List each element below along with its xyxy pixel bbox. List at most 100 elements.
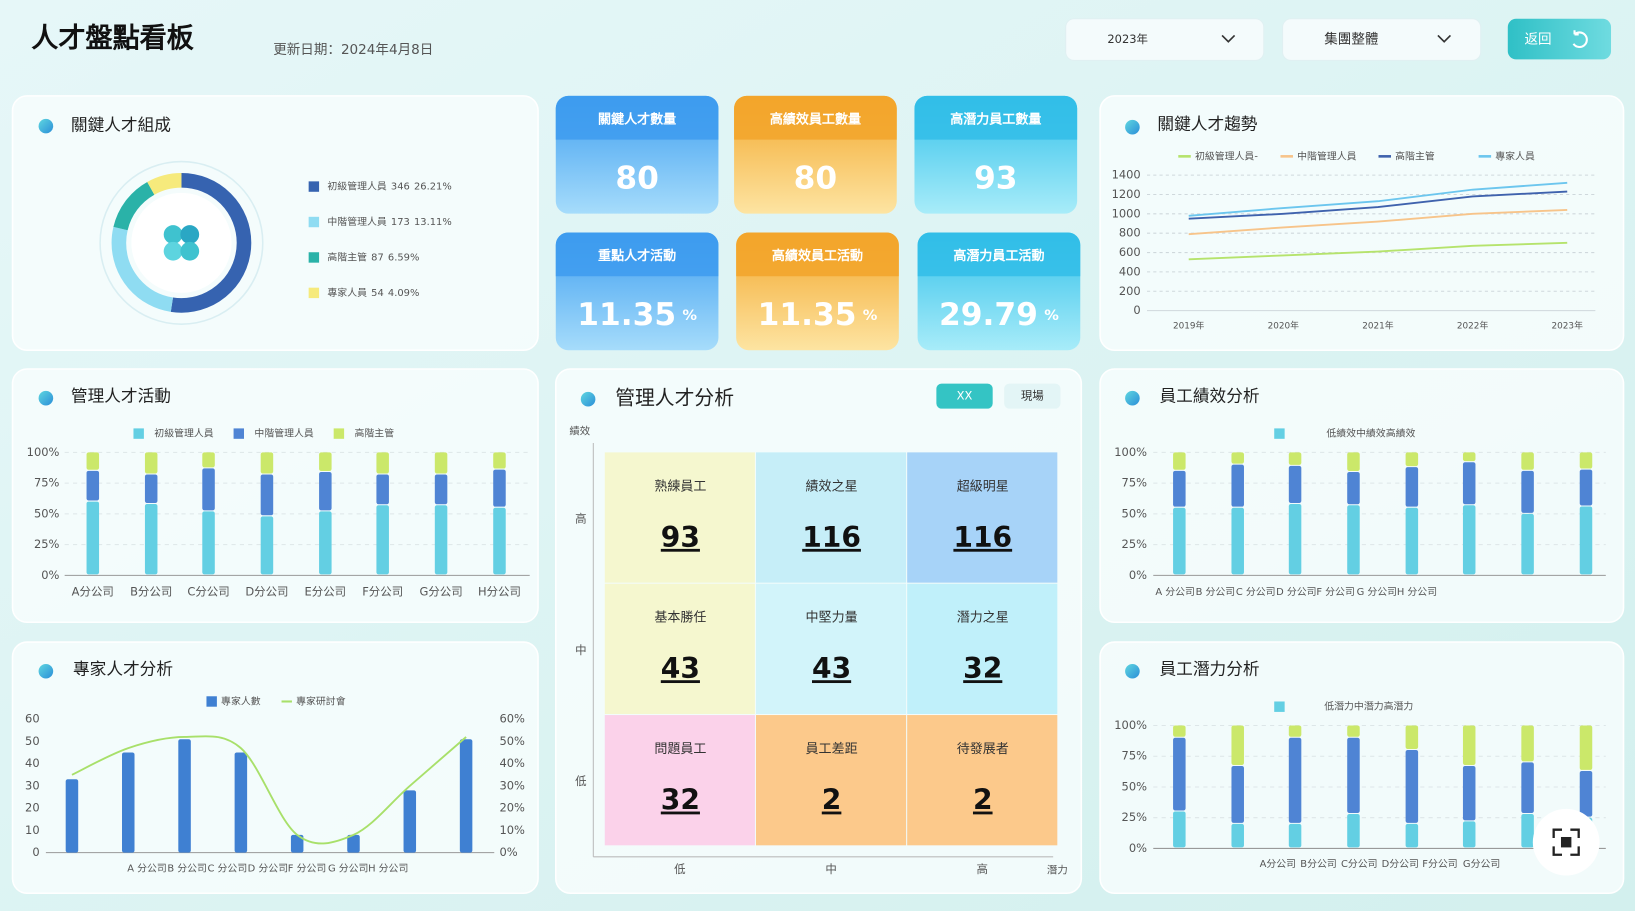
year-dropdown-text[interactable]: 2023年	[1107, 32, 1148, 46]
bar-segment	[1173, 507, 1186, 575]
legend-name: 專家人員	[327, 286, 367, 299]
cell-value: 116	[953, 521, 1012, 554]
x-tick-label: B 分公司	[1196, 586, 1236, 598]
y-tick-label: 50%	[1122, 779, 1148, 793]
y-tick-label: 1400	[1112, 168, 1141, 182]
legend-label: 專家人員	[1495, 149, 1535, 162]
bar-segment	[1173, 470, 1186, 507]
chevron[interactable]	[1221, 34, 1236, 43]
group-dropdown[interactable]	[1282, 18, 1482, 61]
bar-segment	[1347, 737, 1360, 813]
bar-segment	[1521, 762, 1534, 813]
cell-label: 熟練員工	[654, 478, 706, 494]
bar	[121, 752, 135, 853]
bar-segment	[1462, 452, 1476, 462]
cell-value: 2	[973, 784, 993, 817]
bar-segment	[1405, 452, 1419, 467]
legend-label: 高階主管	[1395, 149, 1435, 162]
bar-segment	[1462, 462, 1476, 505]
kpi-value: 29.79%	[939, 297, 1059, 333]
group-dropdown-text[interactable]: 集團整體	[1324, 32, 1378, 48]
y-tick-label: 75%	[1122, 749, 1148, 763]
legend-label: 高階主管	[355, 427, 395, 440]
bar-segment	[493, 507, 506, 575]
back-button-text[interactable]: 返回	[1524, 32, 1551, 48]
petal	[180, 225, 200, 244]
fullscreen-icon[interactable]	[1560, 836, 1572, 848]
x-tick-label: C 分公司	[208, 862, 248, 874]
matrix-cell	[907, 452, 1058, 583]
panel	[1099, 641, 1625, 895]
x-tick-label: B分公司	[1300, 858, 1336, 870]
series-line	[71, 735, 467, 845]
bar-segment	[1288, 465, 1302, 503]
y2-tick-label: 0%	[499, 845, 517, 859]
x-tick-label: A分公司	[72, 585, 114, 599]
kpi-card-header	[914, 95, 1078, 140]
legend-swatch	[233, 428, 244, 439]
tab[interactable]: 現場	[1021, 389, 1044, 403]
bar	[234, 752, 248, 853]
legend-label: 中階管理人員	[1297, 149, 1356, 162]
y-tick-label: 25%	[1122, 537, 1148, 551]
bar-segment	[86, 470, 100, 501]
back-icon[interactable]	[1572, 30, 1588, 49]
y-tick-label: 0	[32, 845, 39, 859]
bar-segment	[319, 452, 332, 472]
panel-title: 管理人才分析	[615, 387, 734, 410]
x-tick-label: D分公司	[245, 585, 288, 599]
donut-segment	[111, 173, 252, 313]
legend-swatch	[1274, 701, 1285, 712]
year-dropdown[interactable]	[1065, 18, 1265, 61]
kpi-unit: %	[682, 307, 697, 324]
x-tick-label: 2020年	[1268, 320, 1300, 332]
donut-icon	[163, 225, 200, 261]
x-tick-label: F分公司	[362, 585, 403, 599]
tab[interactable]	[1004, 383, 1061, 409]
legend-count: 87	[371, 252, 384, 263]
tab[interactable]: XX	[957, 389, 973, 403]
legend-entry: 初級管理人員 346 26.21%	[327, 180, 451, 193]
donut-center	[131, 192, 232, 293]
y2-tick-label: 60%	[499, 712, 525, 726]
y-tick-label: 10	[25, 823, 40, 837]
matrix-cell	[604, 583, 755, 714]
y-tick-label: 800	[1119, 226, 1141, 240]
legend-entry: 專家人員 54 4.09%	[327, 286, 419, 299]
bar-segment	[1288, 823, 1302, 848]
y-level: 中	[575, 643, 586, 657]
tab-active[interactable]	[936, 383, 993, 409]
y-tick-label: 50%	[1122, 506, 1148, 520]
axis-title: 潛力	[1047, 863, 1068, 876]
y2-tick-label: 50%	[499, 734, 525, 748]
donut-ring	[99, 160, 264, 325]
legend-count: 346	[391, 182, 410, 193]
y2-tick-label: 20%	[499, 801, 525, 815]
x-tick-label: D分公司	[1382, 858, 1419, 870]
kpi-number: 11.35	[758, 297, 857, 333]
matrix-cell	[907, 583, 1058, 714]
fullscreen-icon[interactable]	[1552, 828, 1580, 856]
bar-segment	[260, 516, 274, 575]
legend-swatch	[308, 287, 320, 299]
chevron[interactable]	[1437, 34, 1452, 43]
kpi-number: 11.35	[577, 297, 676, 333]
x-level: 低	[674, 862, 686, 876]
back-button[interactable]	[1507, 18, 1612, 60]
legend-label: 中階管理人員	[254, 427, 313, 440]
panel	[11, 641, 539, 895]
bar-segment	[1579, 452, 1593, 469]
legend-swatch	[206, 696, 217, 707]
x-tick-label: C分公司	[187, 585, 229, 599]
x-tick-label: A 分公司	[127, 862, 167, 874]
kpi-number: 80	[615, 160, 659, 196]
kpi-label: 高潛力員工活動	[953, 248, 1044, 264]
bar-segment	[1521, 513, 1534, 575]
bar	[347, 834, 360, 853]
petal	[180, 241, 200, 261]
panel-title: 專家人才分析	[73, 660, 173, 679]
x-tick-label: B分公司	[130, 585, 172, 599]
kpi-value: 93	[974, 160, 1018, 196]
bar-segment	[434, 452, 448, 474]
